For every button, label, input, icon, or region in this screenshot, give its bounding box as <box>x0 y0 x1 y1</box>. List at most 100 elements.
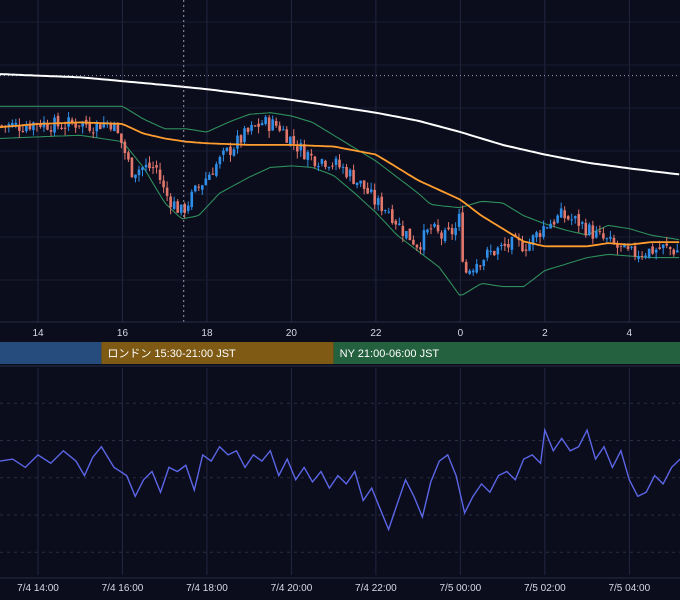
price-x-tick-label: 16 <box>117 328 129 339</box>
candle-body-70 <box>246 127 250 132</box>
candle-body-171 <box>602 233 605 239</box>
candle-body-28 <box>98 124 102 130</box>
candle-body-142 <box>500 244 503 246</box>
candle-body-46 <box>162 180 165 188</box>
candle-body-173 <box>609 236 612 239</box>
moving-averages <box>0 73 680 248</box>
candle-body-165 <box>580 222 584 224</box>
price-x-tick-label: 0 <box>458 328 464 339</box>
candle-body-75 <box>264 116 267 124</box>
candle-body-41 <box>144 164 148 168</box>
candle-body-125 <box>440 232 443 239</box>
candle-body-148 <box>521 241 524 252</box>
candle-body-86 <box>303 144 306 160</box>
osc-x-tick-label: 7/5 00:00 <box>440 583 482 594</box>
candle-body-68 <box>239 135 243 143</box>
candle-body-83 <box>292 135 296 144</box>
candle-body-27 <box>95 122 99 132</box>
candle-body-190 <box>668 247 672 249</box>
osc-x-tick-label: 7/4 14:00 <box>17 583 59 594</box>
candle-body-84 <box>295 146 299 152</box>
price-grid <box>0 0 680 322</box>
candle-body-154 <box>542 225 545 237</box>
candle-body-5 <box>18 124 21 131</box>
session-bar: ロンドン 15:30-21:00 JST NY 21:00-06:00 JST <box>0 342 680 364</box>
candle-body-191 <box>672 249 676 255</box>
candle-body-175 <box>616 244 619 248</box>
candle-body-58 <box>204 178 208 185</box>
candle-body-129 <box>454 228 457 236</box>
candle-body-56 <box>197 186 201 188</box>
candle-body-101 <box>355 182 359 186</box>
candle-body-104 <box>366 187 369 194</box>
candle-body-162 <box>570 219 574 221</box>
candle-body-100 <box>352 169 355 184</box>
candle-body-25 <box>88 123 92 131</box>
candles <box>0 111 679 276</box>
candle-body-8 <box>28 123 32 130</box>
candle-body-106 <box>373 189 376 205</box>
candle-body-82 <box>288 136 292 145</box>
series-line-sma_long <box>0 73 680 176</box>
candle-body-50 <box>176 201 179 213</box>
series-line-oscillator <box>0 427 680 532</box>
candle-body-167 <box>588 224 591 235</box>
candle-body-181 <box>637 256 640 259</box>
candle-body-134 <box>471 270 475 273</box>
candle-body-37 <box>130 157 134 178</box>
candle-body-155 <box>545 227 549 229</box>
candle-body-26 <box>91 132 95 134</box>
candle-body-3 <box>11 123 14 127</box>
osc-x-tick-label: 7/5 04:00 <box>608 583 650 594</box>
candle-body-40 <box>141 167 144 170</box>
candle-body-144 <box>507 244 510 248</box>
candle-body-42 <box>148 162 151 169</box>
candle-body-172 <box>605 238 609 240</box>
candle-body-64 <box>225 147 229 151</box>
osc-x-tick-label: 7/4 20:00 <box>271 583 313 594</box>
candle-body-133 <box>468 270 471 274</box>
candle-body-60 <box>211 173 215 175</box>
candle-body-0 <box>0 125 4 127</box>
candle-body-79 <box>278 125 282 131</box>
candle-body-73 <box>257 123 260 127</box>
candle-body-127 <box>447 227 450 230</box>
candle-body-88 <box>310 153 313 156</box>
candle-body-189 <box>665 243 669 246</box>
candle-body-52 <box>183 203 187 213</box>
candle-body-98 <box>345 166 348 178</box>
session-block-0 <box>0 342 102 364</box>
candle-body-45 <box>158 169 162 181</box>
candle-body-108 <box>380 196 384 212</box>
candle-body-65 <box>229 146 232 155</box>
candle-body-116 <box>408 228 412 241</box>
candle-body-183 <box>644 255 647 258</box>
candle-body-78 <box>274 121 278 126</box>
candle-body-174 <box>612 237 616 244</box>
candle-body-149 <box>524 249 528 251</box>
price-x-tick-label: 18 <box>201 328 213 339</box>
candle-body-94 <box>331 165 334 167</box>
candle-body-6 <box>21 131 25 133</box>
candle-body-141 <box>496 247 500 255</box>
price-x-tick-label: 22 <box>370 328 382 339</box>
candle-body-54 <box>190 191 194 208</box>
candle-body-119 <box>419 247 422 250</box>
candle-body-156 <box>549 223 552 229</box>
candle-body-72 <box>253 125 257 127</box>
candle-body-35 <box>123 141 127 154</box>
candle-body-123 <box>433 223 436 227</box>
candle-body-180 <box>633 246 637 257</box>
candle-body-90 <box>317 166 320 168</box>
candle-body-43 <box>151 167 155 169</box>
candle-body-102 <box>359 180 362 184</box>
candle-body-111 <box>390 209 394 223</box>
candle-body-18 <box>63 127 67 129</box>
candle-body-87 <box>306 152 310 160</box>
session-label-2: NY 21:00-06:00 JST <box>340 348 440 360</box>
candle-body-177 <box>623 243 626 248</box>
candle-body-81 <box>285 129 289 143</box>
candle-body-9 <box>32 122 35 131</box>
candle-body-67 <box>236 135 239 149</box>
candle-body-4 <box>14 122 18 125</box>
